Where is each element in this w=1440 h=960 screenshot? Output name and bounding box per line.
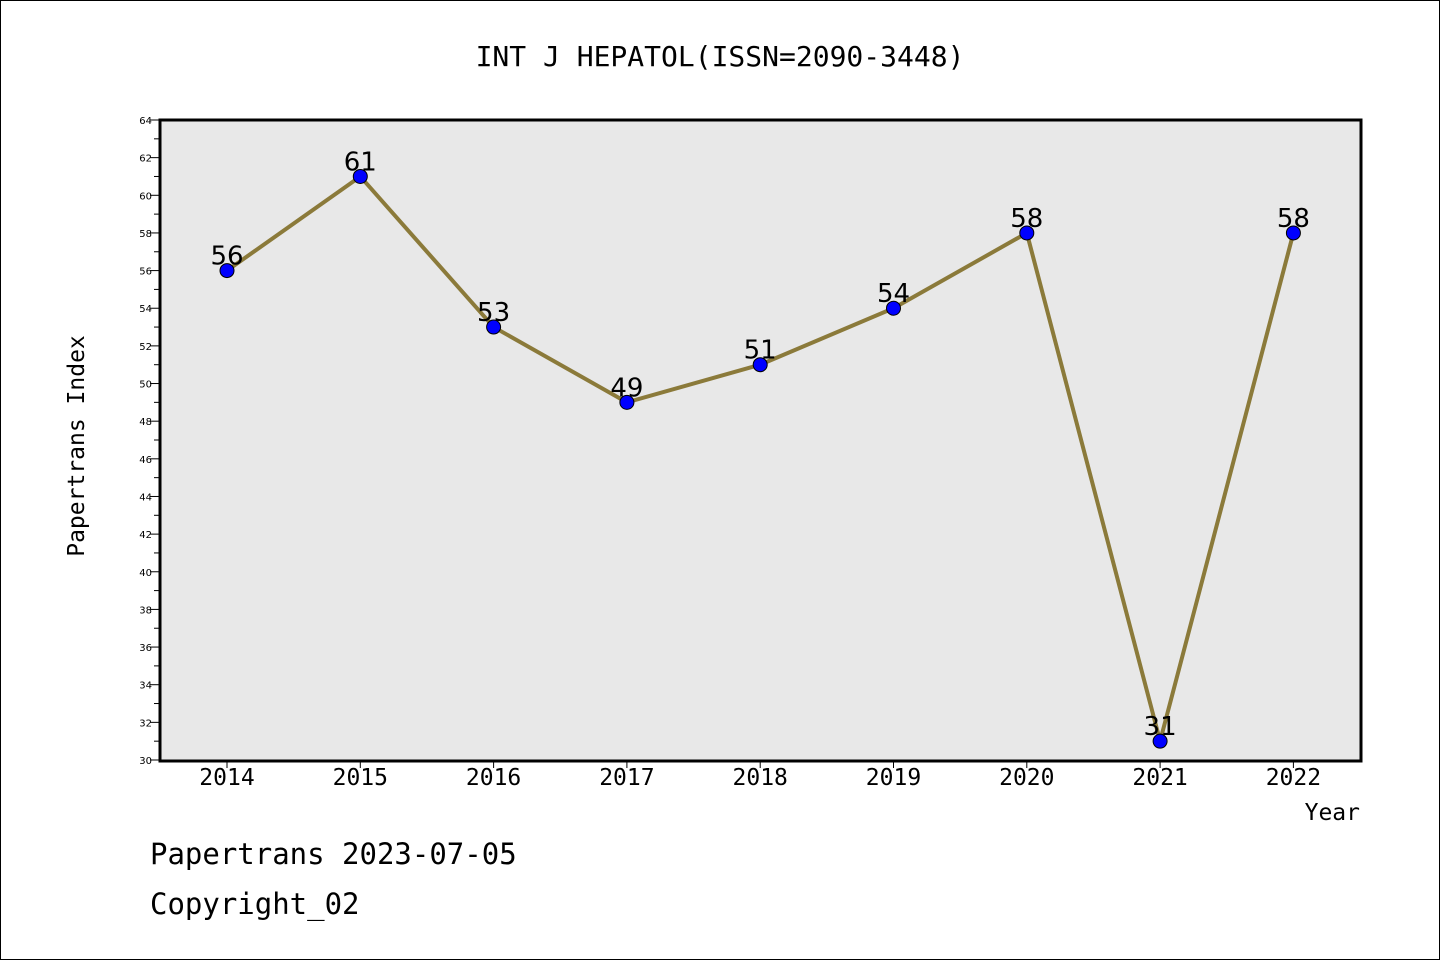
chart-title: INT J HEPATOL(ISSN=2090-3448) bbox=[476, 40, 965, 73]
data-label: 54 bbox=[877, 279, 910, 309]
x-tick-label: 2017 bbox=[599, 765, 654, 791]
x-tick-label: 2015 bbox=[333, 765, 388, 791]
data-point bbox=[219, 263, 235, 279]
data-label: 31 bbox=[1144, 712, 1177, 742]
x-axis: 2014 2015 2016 2017 2018 2019 2020 2021 2022 bbox=[199, 760, 1321, 791]
y-tick-label: 48 bbox=[139, 417, 152, 428]
y-tick-label: 50 bbox=[139, 380, 152, 391]
y-tick-label: 60 bbox=[139, 191, 152, 202]
marker-layer bbox=[219, 168, 1301, 749]
data-point bbox=[1019, 225, 1035, 241]
y-tick-label: 32 bbox=[139, 718, 152, 729]
data-point bbox=[352, 168, 368, 184]
y-tick-label: 52 bbox=[139, 342, 152, 353]
y-tick-label: 44 bbox=[139, 492, 152, 503]
data-label: 49 bbox=[610, 373, 643, 403]
y-axis: 30 32 34 36 38 40 42 44 46 48 50 52 54 56 58 60 62 64 bbox=[139, 116, 160, 767]
x-tick-label: 2020 bbox=[999, 765, 1054, 791]
x-tick-label: 2019 bbox=[866, 765, 921, 791]
y-tick-label: 54 bbox=[139, 304, 152, 315]
data-label: 58 bbox=[1010, 204, 1043, 234]
footer-date: Papertrans 2023-07-05 bbox=[150, 837, 517, 871]
y-tick-label: 56 bbox=[139, 267, 152, 278]
data-label: 56 bbox=[210, 242, 243, 272]
y-tick-label: 30 bbox=[139, 756, 152, 767]
y-tick-label: 58 bbox=[139, 229, 152, 240]
y-tick-label: 64 bbox=[139, 116, 152, 127]
data-label: 51 bbox=[744, 336, 777, 366]
plot-area bbox=[158, 118, 1363, 763]
y-tick-label: 42 bbox=[139, 530, 152, 541]
x-tick-label: 2014 bbox=[199, 765, 254, 791]
data-point bbox=[886, 300, 901, 316]
y-axis-title: Papertrans Index bbox=[64, 335, 90, 557]
x-axis-title: Year bbox=[1305, 800, 1360, 826]
footer-copyright: Copyright_02 bbox=[150, 887, 360, 922]
data-label: 53 bbox=[477, 298, 510, 328]
data-point bbox=[1285, 225, 1301, 241]
x-tick-label: 2022 bbox=[1266, 765, 1321, 791]
x-tick-label: 2016 bbox=[466, 765, 521, 791]
data-label: 58 bbox=[1277, 204, 1310, 234]
x-tick-label: 2018 bbox=[733, 765, 788, 791]
y-tick-label: 40 bbox=[139, 568, 152, 579]
data-label-layer: 56 61 53 49 51 54 58 31 58 bbox=[210, 147, 1309, 742]
y-tick-label: 46 bbox=[139, 455, 152, 466]
data-point bbox=[486, 319, 502, 335]
data-point bbox=[752, 357, 768, 373]
data-point bbox=[619, 394, 635, 410]
y-tick-label: 62 bbox=[139, 154, 152, 165]
y-tick-label: 38 bbox=[139, 605, 152, 616]
data-label: 61 bbox=[344, 147, 377, 177]
data-point bbox=[1152, 733, 1168, 749]
y-tick-label: 34 bbox=[139, 681, 152, 692]
x-tick-label: 2021 bbox=[1132, 765, 1187, 791]
y-tick-label: 36 bbox=[139, 643, 152, 654]
